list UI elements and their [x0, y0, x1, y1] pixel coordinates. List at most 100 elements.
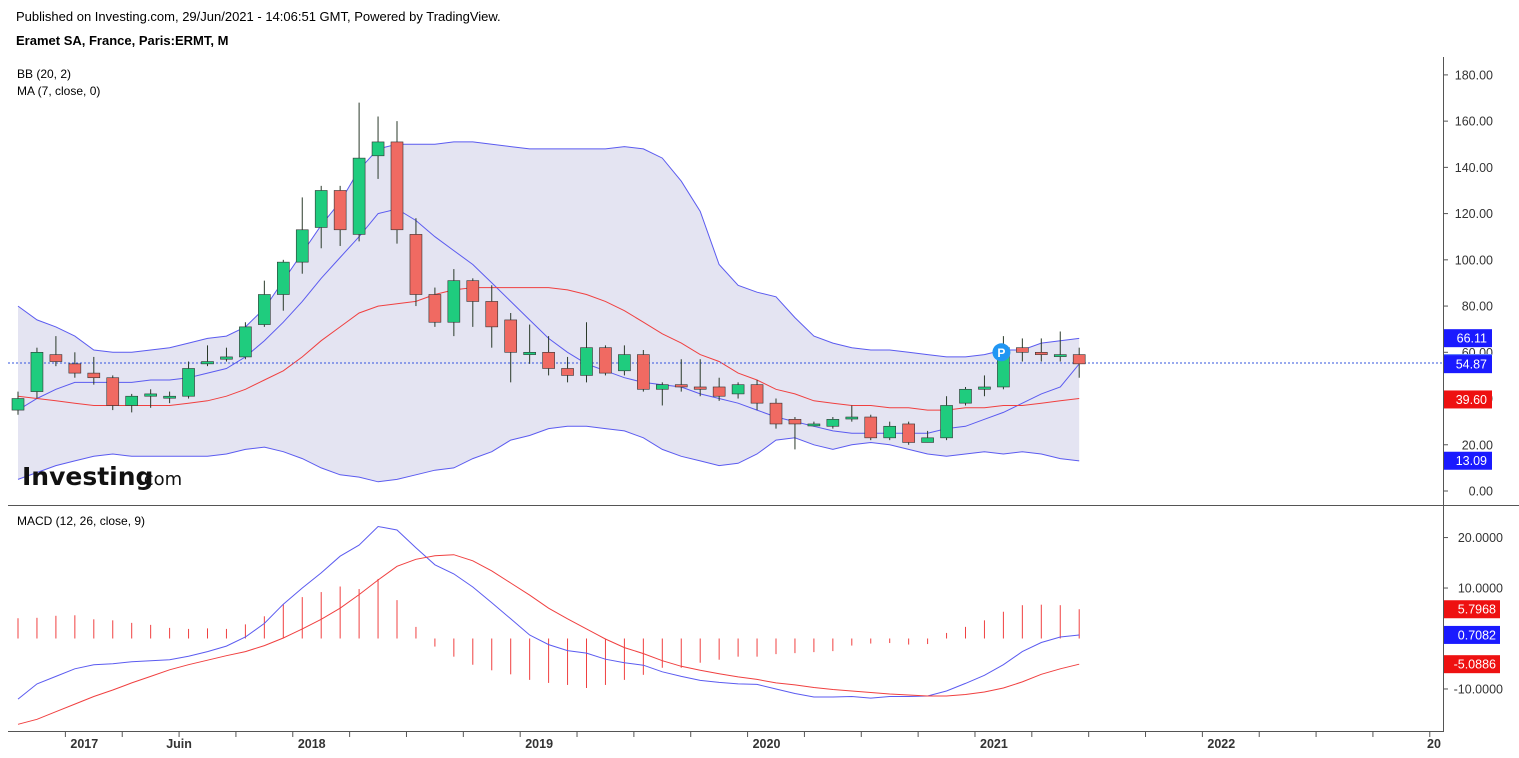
candle-body-up [11, 398, 25, 411]
bb-fill-area [18, 141, 1080, 482]
price-value-label-box [1444, 451, 1492, 470]
candle [618, 345, 631, 376]
candle-body-down [542, 351, 555, 369]
logo-suffix-text: .com [138, 469, 182, 490]
bb-upper-line [17, 141, 1080, 358]
candle [390, 121, 404, 244]
candle-body-down [693, 386, 707, 390]
macd-tick-label: -10.0000 [1454, 682, 1503, 696]
candle-body-down [504, 319, 518, 353]
price-tick-label: 0.00 [1469, 485, 1493, 499]
logo-main-text: Investing [22, 462, 153, 491]
macd-pane: 20.0000 10.0000 -10.0000 5.7968 0.7082 -5.088… [17, 525, 1503, 725]
candle [11, 391, 25, 415]
candle [1053, 331, 1067, 362]
candle-body-up [144, 393, 157, 397]
candle [807, 421, 821, 427]
candle-body-up [826, 419, 840, 427]
price-value-label: 54.87 [1456, 358, 1487, 372]
candle-body-up [523, 351, 536, 355]
candle [769, 398, 783, 429]
candle [258, 280, 271, 327]
candle-body-down [1035, 351, 1048, 355]
candle [485, 285, 499, 348]
candle-body-down [106, 377, 120, 406]
candle [125, 393, 138, 413]
candle [940, 396, 953, 441]
price-value-label-box [1444, 390, 1492, 409]
candle-body-down [390, 141, 404, 231]
candle-body-up [201, 361, 214, 365]
candle [674, 359, 688, 392]
candle [182, 361, 195, 399]
candle-body-up [314, 190, 328, 228]
candle [788, 417, 802, 450]
candle-body-up [807, 423, 821, 427]
candle [504, 312, 518, 383]
macd-value-label-box [1444, 625, 1500, 644]
candle [30, 347, 44, 399]
candle-body-down [428, 294, 442, 323]
macd-value-label: 5.7968 [1458, 603, 1496, 617]
p-marker-label: P [997, 346, 1005, 360]
candle [144, 389, 157, 408]
candle [580, 322, 593, 383]
candle [845, 405, 859, 422]
candle-body-up [371, 141, 385, 157]
candle-body-down [712, 386, 726, 397]
price-pane: P180.00160.00140.00120.00100.0080.0060.0… [8, 68, 1493, 499]
candle-body-down [674, 384, 688, 388]
candle [1016, 338, 1029, 362]
candle [276, 259, 290, 311]
price-value-label: 13.09 [1456, 454, 1487, 468]
time-tick-label: 2020 [753, 737, 781, 751]
time-tick-label: Juin [166, 737, 192, 751]
time-tick-label: 2021 [980, 737, 1008, 751]
candle [68, 352, 82, 378]
candle [921, 430, 934, 443]
candle [864, 414, 878, 441]
macd-indicator-label: MACD (12, 26, close, 9) [17, 514, 145, 528]
candle [447, 269, 461, 337]
candle [163, 391, 176, 404]
candle [49, 336, 63, 367]
candle-body-up [163, 395, 176, 399]
candle-body-down [1016, 347, 1029, 353]
candle-body-up [940, 405, 953, 439]
ma-indicator-label: MA (7, close, 0) [17, 84, 100, 98]
candle [883, 421, 897, 441]
candle-body-up [1053, 354, 1067, 357]
candle [978, 375, 991, 397]
candle-body-up [959, 388, 972, 404]
candle [1072, 347, 1086, 378]
chart-frame [8, 57, 1519, 732]
candle-body-up [258, 294, 271, 325]
candle-body-down [788, 419, 802, 425]
candle-body-up [182, 368, 195, 397]
macd-value-label-box [1444, 600, 1500, 619]
price-value-label-box [1444, 355, 1492, 374]
candle-body-up [239, 326, 252, 358]
candle-body-down [902, 423, 915, 443]
price-tick-label: 180.00 [1455, 68, 1493, 82]
candle [750, 380, 764, 411]
candle-body-up [883, 425, 897, 439]
candle-body-up [580, 347, 593, 376]
candle [731, 382, 745, 399]
candle [428, 287, 442, 327]
time-axis: 2017 Juin 2018 2019 2020 2021 2022 20 [64, 732, 1441, 751]
time-tick-label: 2017 [70, 737, 98, 751]
candle [333, 185, 347, 246]
candle [371, 116, 385, 179]
price-tick-label: 120.00 [1455, 207, 1493, 221]
candle [655, 382, 669, 406]
candle-body-down [769, 402, 783, 425]
candle [87, 356, 101, 385]
candle-body-down [466, 280, 480, 302]
price-tick-label: 100.00 [1455, 253, 1493, 267]
candle [409, 218, 423, 307]
candle-body-down [485, 301, 499, 328]
candle [561, 356, 574, 383]
macd-value-label: -5.0886 [1454, 658, 1496, 672]
